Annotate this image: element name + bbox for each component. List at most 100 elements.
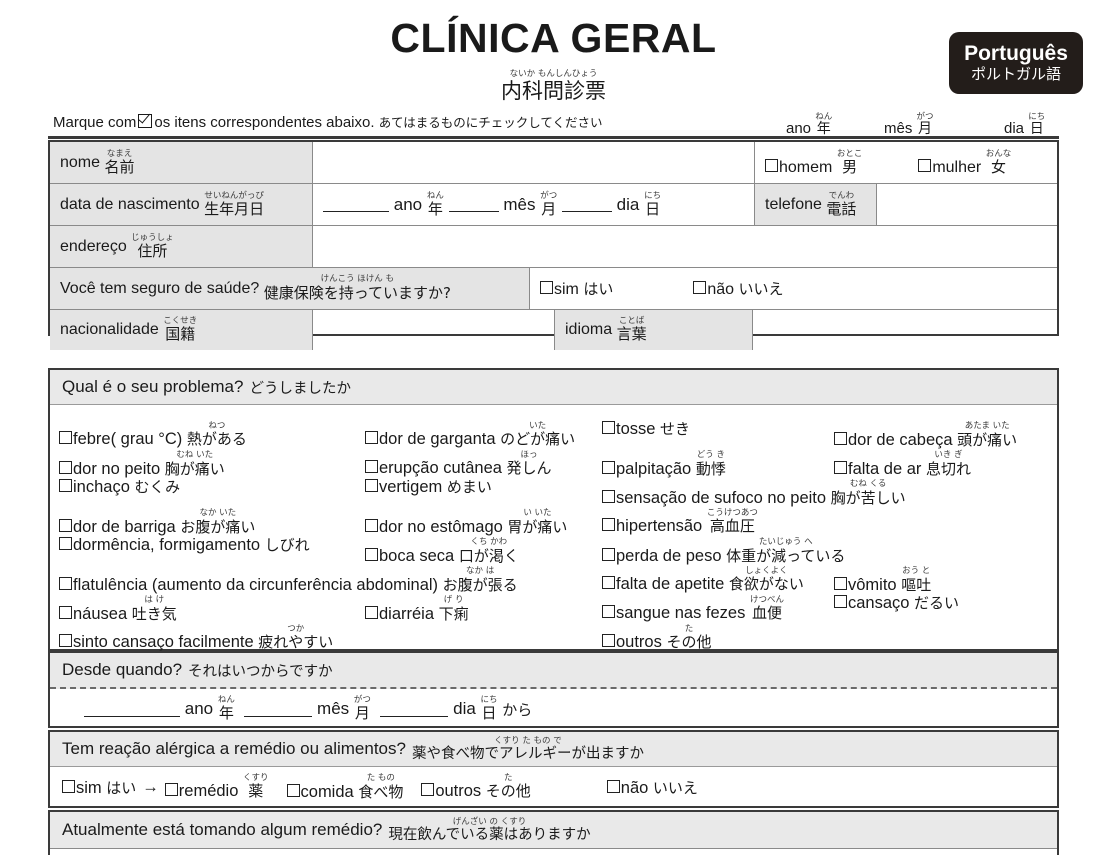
- checkbox-icon[interactable]: [693, 281, 707, 294]
- symptom-item[interactable]: dor no estômago 胃が痛いい いた: [365, 508, 567, 536]
- checkbox-icon[interactable]: [365, 479, 378, 492]
- birth-day-blank[interactable]: [561, 197, 612, 212]
- gender-option-mulher[interactable]: mulher 女おんな: [918, 149, 1011, 177]
- symptom-item[interactable]: hipertensão 高血圧こうけつあつ: [602, 508, 758, 535]
- page-title: CLÍNICA GERAL: [390, 15, 717, 61]
- allergy-option-nao[interactable]: não いいえ: [606, 777, 698, 798]
- checkbox-icon[interactable]: [602, 421, 615, 434]
- symptom-label-pt: dor no peito: [73, 460, 165, 478]
- checkbox-icon[interactable]: [365, 606, 378, 619]
- checkbox-icon[interactable]: [834, 595, 847, 608]
- symptom-item[interactable]: falta de ar 息切れいき ぎ: [834, 450, 971, 478]
- checkbox-icon[interactable]: [365, 548, 378, 561]
- symptom-item[interactable]: cansaço だるい: [834, 595, 959, 612]
- since-when-input[interactable]: ano 年ねん mês 月がつ dia 日にち から: [50, 689, 1057, 729]
- symptom-item[interactable]: febre( grau °C) 熱があるねつ: [59, 421, 247, 448]
- symptom-label-jp: 胃が痛いい いた: [507, 508, 568, 536]
- insurance-option-sim[interactable]: sim はい: [540, 278, 613, 299]
- symptom-item[interactable]: outros その他た: [602, 624, 711, 651]
- checkbox-icon[interactable]: [602, 548, 615, 561]
- symptom-item[interactable]: dor de garganta のどが痛いいた: [365, 421, 575, 448]
- birthdate-input[interactable]: ano 年ねん mês 月がつ dia 日にち: [313, 184, 755, 225]
- checkbox-icon[interactable]: [540, 281, 553, 294]
- checkbox-icon[interactable]: [59, 431, 72, 444]
- language-badge[interactable]: Português ポルトガル語: [949, 32, 1083, 94]
- medication-input[interactable]: [50, 849, 1057, 856]
- symptom-item[interactable]: dor no peito 胸が痛いむね いた: [59, 450, 225, 478]
- symptom-item[interactable]: sangue nas fezes 血便けつべん: [602, 595, 784, 622]
- symptom-item[interactable]: diarréia 下痢げ り: [365, 595, 469, 623]
- symptom-item[interactable]: vertigem めまい: [365, 479, 492, 496]
- address-input[interactable]: [313, 226, 1056, 267]
- gender-options: homem 男おとこ mulher 女おんな: [755, 142, 1056, 183]
- checkbox-icon[interactable]: [59, 537, 72, 550]
- checkbox-icon[interactable]: [421, 783, 435, 796]
- checkbox-icon[interactable]: [59, 479, 72, 492]
- symptom-label-jp: お腹が痛いなか いた: [180, 508, 256, 536]
- checkbox-icon[interactable]: [59, 519, 72, 532]
- symptom-label-jp: 食欲がないしょくよく: [728, 566, 804, 593]
- checkbox-icon[interactable]: [834, 577, 847, 590]
- phone-input[interactable]: [877, 184, 1056, 225]
- symptom-item[interactable]: boca seca 口が渇くくち かわ: [365, 537, 519, 565]
- symptom-label-jp: 疲れやすいつか: [258, 624, 334, 651]
- symptom-item[interactable]: flatulência (aumento da circunferência a…: [59, 566, 518, 594]
- checkbox-icon[interactable]: [765, 158, 778, 172]
- allergy-option-sim[interactable]: sim はい: [62, 777, 136, 798]
- checkbox-icon[interactable]: [602, 518, 615, 531]
- symptom-label-jp: 発しんほっ: [506, 450, 552, 477]
- nationality-input[interactable]: [313, 310, 555, 350]
- checkbox-icon[interactable]: [164, 783, 178, 796]
- checkbox-icon[interactable]: [602, 490, 615, 503]
- language-badge-pt: Português: [964, 42, 1068, 66]
- language-input[interactable]: [753, 310, 1056, 350]
- insurance-question: Você tem seguro de saúde? 健康保険を持っていますか?け…: [50, 268, 530, 309]
- symptom-item[interactable]: perda de peso 体重が減っているたいじゅう へ: [602, 537, 845, 565]
- checkbox-icon[interactable]: [918, 158, 932, 172]
- symptom-item[interactable]: dor de barriga お腹が痛いなか いた: [59, 508, 255, 536]
- symptom-item[interactable]: náusea 吐き気は け: [59, 595, 177, 623]
- checkbox-icon[interactable]: [286, 783, 300, 797]
- checkbox-icon[interactable]: [834, 461, 847, 474]
- symptom-item[interactable]: palpitação 動悸どう き: [602, 450, 726, 478]
- since-month-blank[interactable]: [244, 702, 313, 717]
- gender-option-homem[interactable]: homem 男おとこ: [765, 149, 862, 177]
- checkbox-icon[interactable]: [365, 431, 378, 444]
- checkbox-icon[interactable]: [59, 577, 72, 590]
- checkbox-icon[interactable]: [365, 460, 378, 473]
- since-day-blank[interactable]: [380, 702, 449, 717]
- symptom-item[interactable]: dor de cabeça 頭が痛いあたま いた: [834, 421, 1017, 449]
- allergy-option-outros[interactable]: outros その他た: [421, 773, 531, 801]
- instruction-jp: あてはまるものにチェックしてください: [378, 115, 603, 130]
- birth-month-blank[interactable]: [448, 197, 499, 212]
- allergy-option-comida[interactable]: comida 食べ物た もの: [286, 773, 403, 802]
- symptom-item[interactable]: sinto cansaço facilmente 疲れやすいつか: [59, 624, 333, 651]
- checkbox-icon[interactable]: [59, 606, 72, 619]
- checkbox-icon[interactable]: [62, 779, 75, 793]
- symptom-label-jp: その他た: [666, 624, 712, 651]
- symptom-item[interactable]: erupção cutânea 発しんほっ: [365, 450, 552, 477]
- symptom-label-pt: diarréia: [379, 605, 439, 623]
- checkbox-icon[interactable]: [834, 432, 847, 445]
- symptom-item[interactable]: inchaço むくみ: [59, 479, 180, 496]
- symptom-label-pt: dormência, formigamento: [73, 536, 265, 554]
- symptom-item[interactable]: sensação de sufoco no peito 胸が苦しいむね くる: [602, 479, 906, 507]
- symptom-label-jp: 動悸どう き: [695, 450, 726, 478]
- checkbox-icon[interactable]: [59, 634, 72, 647]
- checkbox-icon[interactable]: [59, 461, 72, 474]
- symptom-item[interactable]: tosse せき: [602, 421, 690, 438]
- symptom-item[interactable]: dormência, formigamento しびれ: [59, 537, 310, 554]
- symptom-item[interactable]: vômito 嘔吐おう と: [834, 566, 931, 594]
- checkbox-icon[interactable]: [606, 779, 620, 793]
- name-input[interactable]: [313, 142, 755, 183]
- checkbox-icon[interactable]: [602, 461, 615, 474]
- insurance-option-nao[interactable]: não いいえ: [693, 278, 784, 299]
- checkbox-icon[interactable]: [365, 519, 378, 532]
- birth-year-blank[interactable]: [323, 197, 389, 212]
- allergy-option-remedio[interactable]: remédio 薬くすり: [164, 773, 269, 801]
- checkbox-icon[interactable]: [602, 634, 615, 647]
- checkbox-icon[interactable]: [602, 576, 615, 589]
- since-year-blank[interactable]: [84, 702, 180, 717]
- symptom-item[interactable]: falta de apetite 食欲がないしょくよく: [602, 566, 804, 593]
- checkbox-icon[interactable]: [602, 605, 615, 618]
